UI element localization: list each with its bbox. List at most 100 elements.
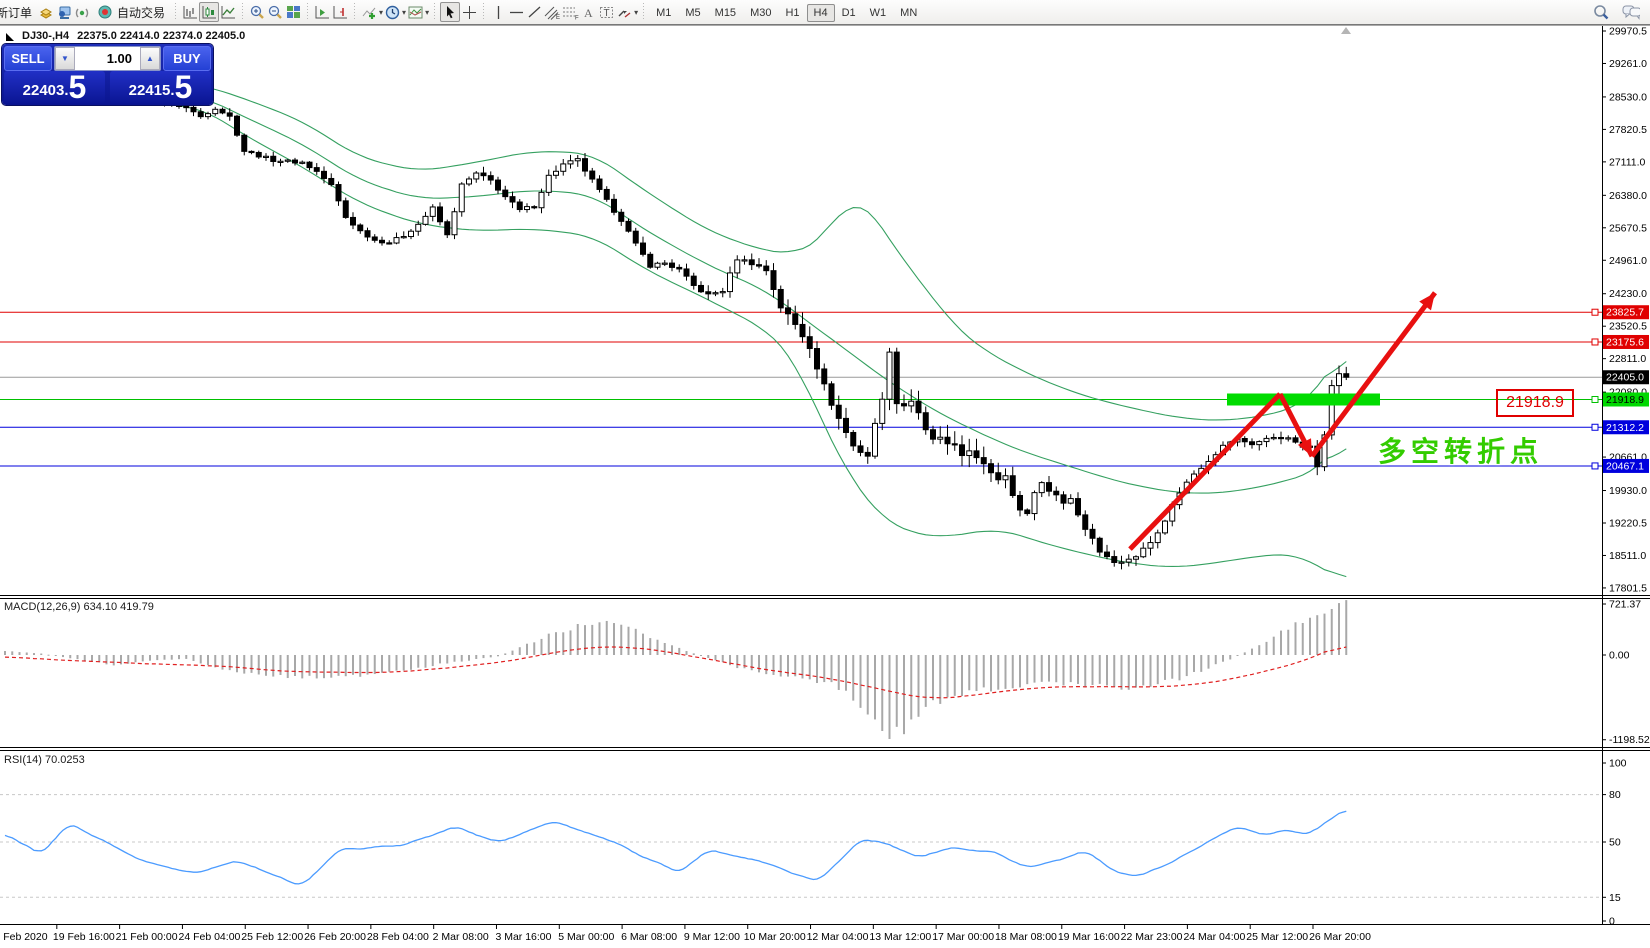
svg-text:19930.0: 19930.0 xyxy=(1609,485,1647,497)
svg-text:100: 100 xyxy=(1609,758,1627,770)
macd-label: MACD(12,26,9) 634.10 419.79 xyxy=(4,601,154,613)
horizontal-line-icon[interactable] xyxy=(507,3,525,21)
line-chart-type-icon[interactable] xyxy=(219,3,237,21)
timeframe-bar: M1 M5 M15 M30 H1 H4 D1 W1 MN xyxy=(649,3,924,22)
toolbar-separator xyxy=(351,3,359,21)
timeframe-W1[interactable]: W1 xyxy=(869,7,887,19)
svg-text:24961.0: 24961.0 xyxy=(1609,255,1647,267)
periods-icon[interactable] xyxy=(383,3,401,21)
svg-text:8 Feb 2020: 8 Feb 2020 xyxy=(0,931,48,943)
svg-text:29261.0: 29261.0 xyxy=(1609,58,1647,70)
svg-text:20467.1: 20467.1 xyxy=(1606,460,1644,472)
svg-text:12 Mar 04:00: 12 Mar 04:00 xyxy=(807,931,869,943)
volume-increase-button[interactable]: ▲ xyxy=(140,47,160,70)
toolbar-separator xyxy=(480,3,488,21)
buy-button[interactable]: BUY xyxy=(163,46,211,71)
cursor-icon[interactable] xyxy=(440,2,461,22)
svg-text:24 Feb 04:00: 24 Feb 04:00 xyxy=(178,931,240,943)
svg-text:3 Mar 16:00: 3 Mar 16:00 xyxy=(495,931,551,943)
buy-price-big-digit: 5 xyxy=(174,68,193,105)
text-label-icon[interactable]: T xyxy=(597,3,615,21)
indicators-icon[interactable] xyxy=(360,3,378,21)
text-icon[interactable]: A xyxy=(579,3,597,21)
svg-text:24 Mar 04:00: 24 Mar 04:00 xyxy=(1183,931,1245,943)
templates-dropdown-caret[interactable]: ▾ xyxy=(425,7,430,17)
timeframe-M5[interactable]: M5 xyxy=(685,7,701,19)
svg-text:25 Feb 12:00: 25 Feb 12:00 xyxy=(241,931,303,943)
volume-stepper: ▼ ▲ xyxy=(54,46,161,71)
svg-text:18511.0: 18511.0 xyxy=(1609,550,1646,562)
bar-chart-type-icon[interactable] xyxy=(181,3,199,21)
algo-trading-icon xyxy=(96,3,114,21)
channel-icon[interactable]: E xyxy=(543,3,561,21)
svg-text:25 Mar 12:00: 25 Mar 12:00 xyxy=(1246,931,1308,943)
chat-icon[interactable] xyxy=(1622,3,1640,21)
svg-text:25670.5: 25670.5 xyxy=(1609,222,1647,234)
timeframe-H4[interactable]: H4 xyxy=(806,4,835,22)
tile-windows-icon[interactable] xyxy=(284,3,302,21)
one-click-trade-panel: SELL ▼ ▲ BUY 22403.5 22415.5 xyxy=(2,44,213,105)
volume-input[interactable] xyxy=(75,47,140,70)
new-order-button[interactable]: 新订单 xyxy=(0,1,37,23)
price-callout-box[interactable]: 21918.9 xyxy=(1496,389,1574,417)
timeframe-M1[interactable]: M1 xyxy=(656,7,672,19)
timeframe-MN[interactable]: MN xyxy=(900,7,918,19)
timeframe-M30[interactable]: M30 xyxy=(750,7,772,19)
periods-dropdown-caret[interactable]: ▾ xyxy=(402,7,407,17)
svg-text:24230.0: 24230.0 xyxy=(1609,288,1647,300)
algo-trading-label: 自动交易 xyxy=(117,5,166,20)
indicators-dropdown-caret[interactable]: ▾ xyxy=(379,7,384,17)
sell-button[interactable]: SELL xyxy=(4,46,52,71)
chart-canvas[interactable]: 29970.5 29261.0 28530.0 27820.5 27111.0 26380… xyxy=(0,24,1650,948)
annotation-note[interactable]: 多空转折点 xyxy=(1378,436,1544,467)
objects-dropdown-caret[interactable]: ▾ xyxy=(634,7,639,17)
buy-price[interactable]: 22415. 5 xyxy=(110,71,211,103)
svg-text:F: F xyxy=(575,15,579,21)
fibonacci-icon[interactable]: F xyxy=(561,3,579,21)
vertical-line-icon[interactable] xyxy=(489,3,507,21)
svg-text:80: 80 xyxy=(1609,789,1621,801)
auto-scroll-icon[interactable] xyxy=(313,3,331,21)
templates-icon[interactable] xyxy=(406,3,424,21)
svg-text:2 Mar 08:00: 2 Mar 08:00 xyxy=(433,931,489,943)
buy-button-label: BUY xyxy=(173,51,201,66)
chart-shift-icon[interactable] xyxy=(331,3,349,21)
search-icon[interactable] xyxy=(1592,3,1610,21)
svg-text:19 Mar 16:00: 19 Mar 16:00 xyxy=(1058,931,1120,943)
signals-icon[interactable] xyxy=(73,3,91,21)
svg-text:22405.0: 22405.0 xyxy=(1606,372,1644,384)
svg-text:23520.5: 23520.5 xyxy=(1609,321,1647,333)
svg-text:17 Mar 00:00: 17 Mar 00:00 xyxy=(932,931,994,943)
trendline-icon[interactable] xyxy=(525,3,543,21)
svg-text:19 Feb 16:00: 19 Feb 16:00 xyxy=(53,931,115,943)
timeframe-M15[interactable]: M15 xyxy=(714,7,737,19)
timeframe-H1[interactable]: H1 xyxy=(785,7,800,19)
history-center-icon[interactable] xyxy=(37,3,55,21)
svg-text:50: 50 xyxy=(1609,837,1621,849)
zoom-out-icon[interactable] xyxy=(266,3,284,21)
svg-text:22811.0: 22811.0 xyxy=(1609,353,1646,365)
svg-text:22 Mar 23:00: 22 Mar 23:00 xyxy=(1121,931,1183,943)
chart-title: DJ30-,H4 22375.0 22414.0 22374.0 22405.0 xyxy=(6,30,245,42)
objects-icon[interactable] xyxy=(615,3,633,21)
candle-chart-type-icon[interactable] xyxy=(199,2,220,22)
sell-price[interactable]: 22403. 5 xyxy=(4,71,105,103)
zoom-in-icon[interactable] xyxy=(248,3,266,21)
buy-price-main: 22415. xyxy=(128,82,175,99)
timeframe-D1[interactable]: D1 xyxy=(841,7,856,19)
web-terminal-icon[interactable] xyxy=(55,3,73,21)
toolbar-separator xyxy=(239,3,247,21)
volume-decrease-button[interactable]: ▼ xyxy=(55,47,75,70)
svg-text:9 Mar 12:00: 9 Mar 12:00 xyxy=(684,931,740,943)
crosshair-icon[interactable] xyxy=(460,3,478,21)
sell-price-main: 22403. xyxy=(22,82,69,99)
svg-text:26 Mar 20:00: 26 Mar 20:00 xyxy=(1309,931,1371,943)
algo-trading-button[interactable]: 自动交易 xyxy=(91,1,170,23)
svg-text:26 Feb 20:00: 26 Feb 20:00 xyxy=(304,931,366,943)
rsi-pane xyxy=(0,794,1602,898)
svg-text:15: 15 xyxy=(1609,892,1621,904)
svg-text:10 Mar 20:00: 10 Mar 20:00 xyxy=(744,931,806,943)
svg-text:19220.5: 19220.5 xyxy=(1609,517,1647,529)
